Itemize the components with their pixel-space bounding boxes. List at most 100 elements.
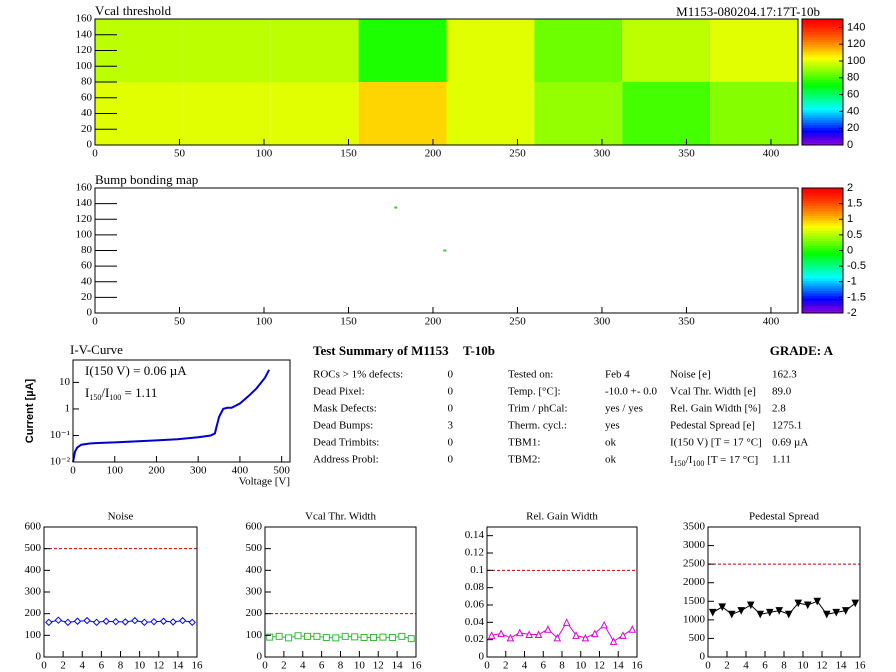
colorbar-step xyxy=(802,305,843,309)
x-tick-label: 50 xyxy=(174,148,186,160)
colorbar-step xyxy=(802,200,843,204)
heat-cell xyxy=(710,82,798,145)
marker xyxy=(332,634,340,642)
colorbar-step xyxy=(802,288,843,291)
y-tick-label: 3000 xyxy=(683,539,706,551)
colorbar-step xyxy=(802,97,843,101)
x-tick-label: 10 xyxy=(134,660,146,672)
text-part: I xyxy=(85,385,89,400)
x-tick-label: 10 xyxy=(354,660,366,672)
colorbar-step xyxy=(802,218,843,221)
chart-title: Vcal Thr. Width xyxy=(305,511,376,523)
colorbar-step xyxy=(802,142,843,146)
x-tick-label: 10 xyxy=(575,660,587,672)
summary-label: Tested on: xyxy=(508,369,553,381)
colorbar-step xyxy=(802,61,843,65)
colorbar-step xyxy=(802,109,843,113)
x-tick-label: 0 xyxy=(705,660,711,672)
heat-cell xyxy=(534,82,623,145)
x-tick-label: 4 xyxy=(743,660,749,672)
heat-cell xyxy=(182,19,271,82)
colorbar-step xyxy=(802,66,843,70)
marker xyxy=(275,632,283,640)
colorbar-step xyxy=(802,198,843,201)
marker xyxy=(45,618,53,627)
summary-label: Pedestal Spread [e] xyxy=(670,420,755,432)
chart-title: Noise xyxy=(108,511,134,523)
x-tick-label: 150 xyxy=(340,316,357,328)
marker xyxy=(112,617,120,626)
data-line xyxy=(269,635,412,640)
colorbar-step xyxy=(802,89,843,93)
colorbar-step xyxy=(802,122,843,126)
plot-area xyxy=(73,360,290,462)
x-tick-label: 500 xyxy=(273,465,290,477)
plot-area xyxy=(95,188,798,313)
summary-label: Dead Trimbits: xyxy=(313,437,379,449)
marker xyxy=(407,635,415,643)
panel: Vcal Thr. Width 0 2 4 6 8 10 12 14 16 0 100 200 300 40… xyxy=(246,511,423,672)
colorbar-step xyxy=(802,258,843,261)
x-tick-label: 100 xyxy=(106,465,123,477)
colorbar-step xyxy=(802,46,843,50)
chart-title: Vcal threshold xyxy=(95,3,172,18)
marker xyxy=(102,617,110,625)
header: M1153-080204.17:17T-10b xyxy=(676,4,820,19)
data-line xyxy=(48,619,193,623)
colorbar-frame xyxy=(801,18,844,146)
marker xyxy=(83,616,91,625)
colorbar-label: 1 xyxy=(847,213,853,225)
y-tick-label: 40 xyxy=(81,107,93,119)
y-tick-label: 0.1 xyxy=(470,564,484,576)
marker xyxy=(351,633,359,641)
marker xyxy=(727,610,736,619)
colorbar-step xyxy=(802,243,843,246)
y-tick-label: 60 xyxy=(81,91,93,103)
colorbar-step xyxy=(802,26,843,30)
summary-label: Therm. cycl.: xyxy=(508,420,567,432)
marker xyxy=(398,632,406,640)
frame xyxy=(72,359,291,463)
heat-cell xyxy=(622,82,711,145)
x-tick-label: 2 xyxy=(724,660,730,672)
chart-title: Bump bonding map xyxy=(95,172,198,187)
marker xyxy=(370,634,378,641)
colorbar-step xyxy=(802,300,843,304)
summary-value: yes / yes xyxy=(605,403,643,415)
colorbar-step xyxy=(802,293,843,296)
x-tick-label: 4 xyxy=(300,660,306,672)
colorbar-step xyxy=(802,104,843,108)
y-tick-label: 140 xyxy=(76,197,93,209)
colorbar-step xyxy=(802,190,843,194)
colorbar-label: -0.5 xyxy=(847,260,866,272)
marker xyxy=(572,631,580,639)
colorbar-step xyxy=(802,132,843,136)
colorbar-step xyxy=(802,112,843,116)
colorbar-step xyxy=(802,263,843,266)
summary-label: Dead Bumps: xyxy=(313,420,373,432)
x-tick-label: 14 xyxy=(392,660,404,672)
colorbar-step xyxy=(802,273,843,276)
marker xyxy=(313,632,321,640)
summary-label: Noise [e] xyxy=(670,369,711,381)
colorbar-step xyxy=(802,275,843,279)
text-part: 150 xyxy=(674,459,686,468)
summary-value: -10.0 +- 0.0 xyxy=(605,386,658,398)
colorbar-label: 80 xyxy=(847,72,859,84)
colorbar-step xyxy=(802,34,843,38)
marker xyxy=(619,631,627,639)
marker xyxy=(169,618,177,626)
marker xyxy=(64,618,72,627)
summary-label: I(150 V) [T = 17 °C] xyxy=(670,437,762,449)
colorbar-step xyxy=(802,127,843,131)
colorbar-step xyxy=(802,119,843,123)
heat-cell xyxy=(270,82,359,145)
y-tick-label: 2500 xyxy=(683,558,706,570)
colorbar-step xyxy=(802,283,843,286)
y-tick-label: 400 xyxy=(25,564,42,576)
marker xyxy=(159,617,168,625)
y-tick-label: 10⁻² xyxy=(50,456,71,468)
y-tick-label: 10⁻¹ xyxy=(50,429,70,441)
